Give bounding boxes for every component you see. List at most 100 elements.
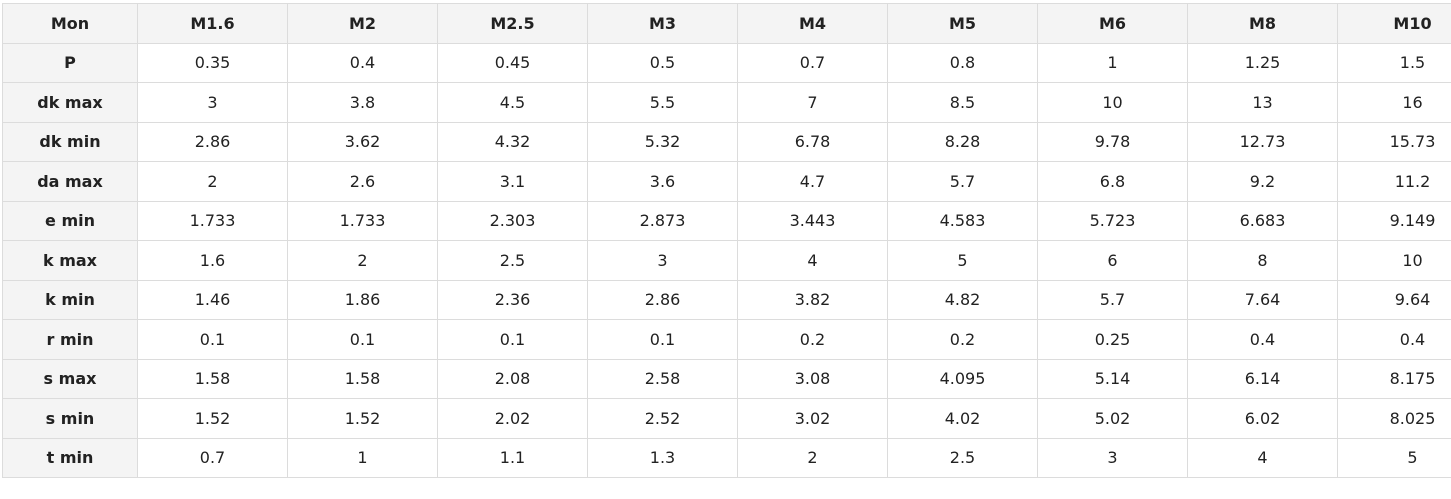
- header-cell: Mon: [2, 3, 138, 44]
- cell: 5.02: [1037, 398, 1188, 439]
- cell: 5: [1337, 437, 1451, 478]
- cell: 4.7: [737, 161, 888, 202]
- row-label: s max: [2, 358, 138, 399]
- cell: 4: [1187, 437, 1338, 478]
- header-cell: M2: [287, 3, 438, 44]
- cell: 3: [587, 240, 738, 281]
- cell: 8.28: [887, 121, 1038, 162]
- cell: 6.8: [1037, 161, 1188, 202]
- row-label: k min: [2, 279, 138, 320]
- cell: 8.175: [1337, 358, 1451, 399]
- table-row: dk min 2.86 3.62 4.32 5.32 6.78 8.28 9.78 12.73 1…: [2, 121, 1451, 162]
- table-row: r min 0.1 0.1 0.1 0.1 0.2 0.2 0.25 0.4 0.4: [2, 319, 1451, 360]
- cell: 1.46: [137, 279, 288, 320]
- cell: 9.149: [1337, 200, 1451, 241]
- cell: 3.62: [287, 121, 438, 162]
- cell: 2.873: [587, 200, 738, 241]
- cell: 3: [137, 82, 288, 123]
- row-label: e min: [2, 200, 138, 241]
- cell: 2: [287, 240, 438, 281]
- cell: 13: [1187, 82, 1338, 123]
- header-cell: M2.5: [437, 3, 588, 44]
- cell: 0.35: [137, 42, 288, 83]
- cell: 1.733: [137, 200, 288, 241]
- table-row: P 0.35 0.4 0.45 0.5 0.7 0.8 1 1.25 1.5: [2, 42, 1451, 83]
- cell: 5.14: [1037, 358, 1188, 399]
- cell: 2.02: [437, 398, 588, 439]
- cell: 2.08: [437, 358, 588, 399]
- cell: 2.86: [137, 121, 288, 162]
- cell: 1.25: [1187, 42, 1338, 83]
- cell: 0.25: [1037, 319, 1188, 360]
- cell: 3.08: [737, 358, 888, 399]
- cell: 6.14: [1187, 358, 1338, 399]
- cell: 0.4: [1337, 319, 1451, 360]
- cell: 1: [287, 437, 438, 478]
- cell: 6.78: [737, 121, 888, 162]
- cell: 3: [1037, 437, 1188, 478]
- cell: 12.73: [1187, 121, 1338, 162]
- row-label: P: [2, 42, 138, 83]
- cell: 2.52: [587, 398, 738, 439]
- cell: 0.7: [137, 437, 288, 478]
- cell: 1.5: [1337, 42, 1451, 83]
- cell: 0.1: [437, 319, 588, 360]
- cell: 5.5: [587, 82, 738, 123]
- cell: 2: [137, 161, 288, 202]
- cell: 0.8: [887, 42, 1038, 83]
- cell: 8.5: [887, 82, 1038, 123]
- header-cell: M8: [1187, 3, 1338, 44]
- cell: 0.1: [137, 319, 288, 360]
- cell: 0.2: [737, 319, 888, 360]
- cell: 3.82: [737, 279, 888, 320]
- cell: 15.73: [1337, 121, 1451, 162]
- table-row: s max 1.58 1.58 2.08 2.58 3.08 4.095 5.14 6.14 8.…: [2, 358, 1451, 399]
- table-row: k min 1.46 1.86 2.36 2.86 3.82 4.82 5.7 7.64 9.64: [2, 279, 1451, 320]
- cell: 4.5: [437, 82, 588, 123]
- row-label: dk min: [2, 121, 138, 162]
- cell: 1: [1037, 42, 1188, 83]
- table-row: k max 1.6 2 2.5 3 4 5 6 8 10: [2, 240, 1451, 281]
- row-label: k max: [2, 240, 138, 281]
- cell: 5.7: [887, 161, 1038, 202]
- cell: 5.32: [587, 121, 738, 162]
- cell: 10: [1337, 240, 1451, 281]
- cell: 11.2: [1337, 161, 1451, 202]
- cell: 2.303: [437, 200, 588, 241]
- table-row: da max 2 2.6 3.1 3.6 4.7 5.7 6.8 9.2 11.2: [2, 161, 1451, 202]
- cell: 9.78: [1037, 121, 1188, 162]
- header-row: Mon M1.6 M2 M2.5 M3 M4 M5 M6 M8 M10: [2, 3, 1451, 44]
- cell: 1.52: [287, 398, 438, 439]
- table-header: Mon M1.6 M2 M2.5 M3 M4 M5 M6 M8 M10: [2, 3, 1451, 44]
- cell: 3.443: [737, 200, 888, 241]
- cell: 0.7: [737, 42, 888, 83]
- cell: 16: [1337, 82, 1451, 123]
- cell: 1.58: [137, 358, 288, 399]
- cell: 10: [1037, 82, 1188, 123]
- spec-table: Mon M1.6 M2 M2.5 M3 M4 M5 M6 M8 M10 P 0.35 0.4 0.45 0…: [2, 3, 1451, 478]
- header-cell: M3: [587, 3, 738, 44]
- cell: 0.5: [587, 42, 738, 83]
- cell: 3.8: [287, 82, 438, 123]
- cell: 0.45: [437, 42, 588, 83]
- cell: 4.095: [887, 358, 1038, 399]
- header-cell: M1.6: [137, 3, 288, 44]
- cell: 1.1: [437, 437, 588, 478]
- cell: 1.58: [287, 358, 438, 399]
- header-cell: M6: [1037, 3, 1188, 44]
- table-body: P 0.35 0.4 0.45 0.5 0.7 0.8 1 1.25 1.5 dk max 3 3.8 4…: [2, 42, 1451, 478]
- cell: 4.583: [887, 200, 1038, 241]
- cell: 2.36: [437, 279, 588, 320]
- table-row: t min 0.7 1 1.1 1.3 2 2.5 3 4 5: [2, 437, 1451, 478]
- cell: 0.4: [287, 42, 438, 83]
- cell: 2.6: [287, 161, 438, 202]
- cell: 2: [737, 437, 888, 478]
- cell: 0.4: [1187, 319, 1338, 360]
- cell: 0.2: [887, 319, 1038, 360]
- cell: 1.733: [287, 200, 438, 241]
- cell: 7.64: [1187, 279, 1338, 320]
- cell: 4.02: [887, 398, 1038, 439]
- cell: 3.1: [437, 161, 588, 202]
- cell: 8.025: [1337, 398, 1451, 439]
